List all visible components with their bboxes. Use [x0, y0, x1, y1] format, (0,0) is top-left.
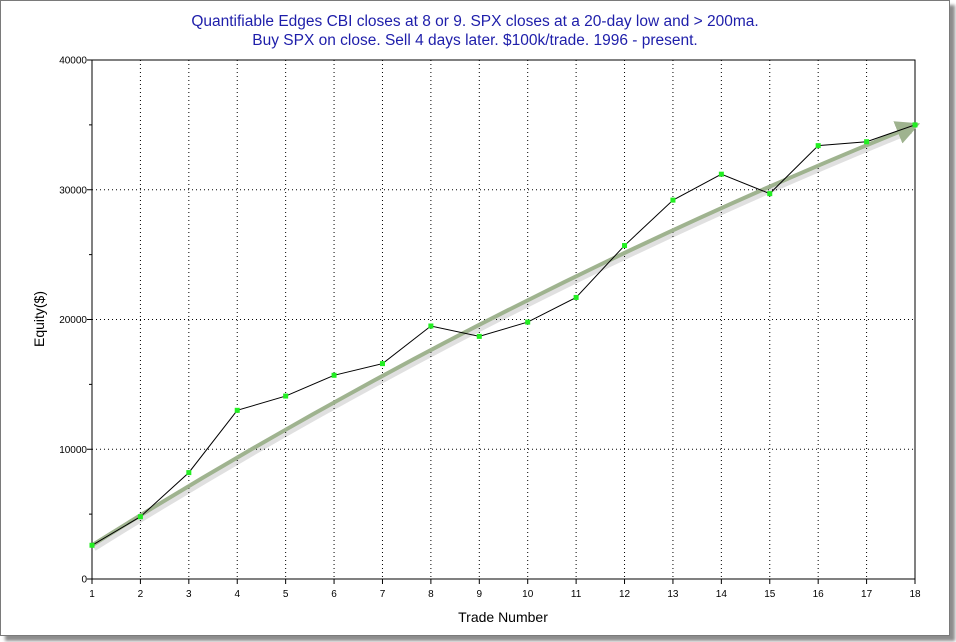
y-tick-label: 10000	[59, 445, 87, 456]
x-tick-label: 11	[571, 589, 582, 600]
x-tick-label: 9	[477, 589, 483, 600]
x-tick-label: 13	[667, 589, 679, 600]
y-tick-label: 40000	[59, 56, 87, 67]
equity-point	[573, 294, 579, 300]
equity-point	[815, 143, 821, 149]
equity-point	[89, 542, 95, 548]
equity-point	[767, 191, 773, 197]
equity-point	[137, 514, 143, 520]
y-tick-label: 30000	[59, 185, 87, 196]
equity-point	[331, 372, 337, 378]
x-tick-label: 1	[89, 589, 95, 600]
trend-arrow-group	[90, 121, 921, 551]
y-axis-label: Equity($)	[31, 291, 47, 347]
y-tick-label: 20000	[59, 315, 87, 326]
equity-point	[476, 333, 482, 339]
trend-arrow	[90, 121, 921, 548]
x-tick-label: 10	[522, 589, 534, 600]
x-tick-label: 3	[186, 589, 192, 600]
grid	[92, 60, 915, 579]
x-tick-label: 2	[138, 589, 144, 600]
equity-point	[428, 323, 434, 329]
equity-point	[379, 361, 385, 367]
x-tick-label: 18	[909, 589, 921, 600]
x-axis-label: Trade Number	[458, 609, 548, 625]
equity-point	[525, 319, 531, 325]
x-tick-label: 12	[619, 589, 631, 600]
chart-subtitle: Buy SPX on close. Sell 4 days later. $10…	[252, 32, 698, 49]
equity-point	[718, 171, 724, 177]
x-tick-label: 4	[234, 589, 240, 600]
chart-title: Quantifiable Edges CBI closes at 8 or 9.…	[191, 13, 759, 30]
x-tick-label: 8	[428, 589, 434, 600]
equity-point	[622, 243, 628, 249]
x-tick-label: 14	[716, 589, 728, 600]
equity-markers	[89, 122, 918, 548]
trend-arrow-shadow	[92, 128, 913, 551]
equity-point	[283, 393, 289, 399]
equity-point	[864, 139, 870, 145]
x-tick-label: 16	[813, 589, 825, 600]
equity-point	[670, 197, 676, 203]
x-tick-label: 15	[764, 589, 776, 600]
x-tick-label: 5	[283, 589, 289, 600]
x-tick-label: 6	[331, 589, 337, 600]
equity-point	[912, 122, 918, 128]
y-tick-label: 0	[81, 575, 87, 586]
x-tick-label: 7	[380, 589, 386, 600]
x-tick-label: 17	[861, 589, 873, 600]
equity-series	[91, 124, 916, 546]
equity-point	[234, 407, 240, 413]
equity-line	[91, 124, 916, 546]
equity-point	[186, 470, 192, 476]
